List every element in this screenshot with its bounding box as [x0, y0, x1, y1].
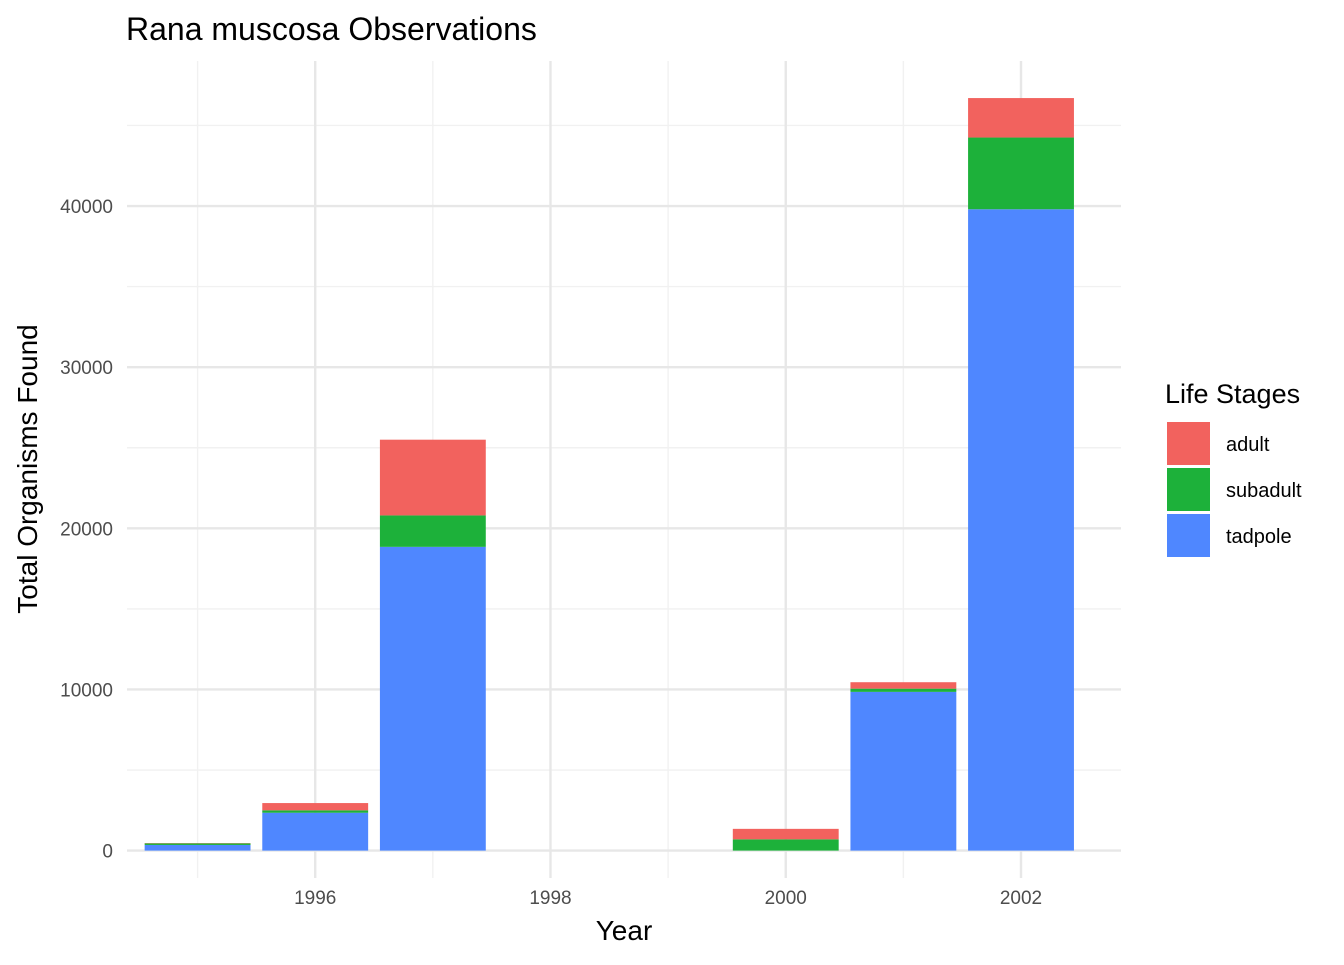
- bar-segment-subadult-2002: [968, 138, 1074, 210]
- legend-swatch-tadpole: [1167, 514, 1210, 557]
- legend-label-subadult: subadult: [1226, 480, 1302, 502]
- chart-title: Rana muscosa Observations: [126, 11, 537, 47]
- x-axis-title: Year: [596, 915, 653, 946]
- legend-swatch-adult: [1167, 422, 1210, 465]
- legend-title: Life Stages: [1165, 379, 1300, 409]
- bar-segment-subadult-2000: [733, 839, 839, 850]
- y-tick-label: 30000: [60, 358, 113, 379]
- bar-segment-subadult-1995: [145, 843, 251, 845]
- bar-segment-subadult-2001: [850, 689, 956, 692]
- legend-label-tadpole: tadpole: [1226, 526, 1292, 548]
- bar-segment-adult-2002: [968, 98, 1074, 137]
- bar-segment-adult-1996: [262, 803, 368, 810]
- bar-segment-adult-2001: [850, 682, 956, 688]
- bar-segment-subadult-1996: [262, 810, 368, 812]
- bar-segment-tadpole-2002: [968, 209, 1074, 850]
- x-tick-label: 2002: [1000, 888, 1042, 909]
- bar-segment-tadpole-1996: [262, 813, 368, 851]
- legend-swatch-subadult: [1167, 468, 1210, 511]
- bar-segment-subadult-1997: [380, 515, 486, 546]
- bar-segment-adult-1997: [380, 440, 486, 516]
- bar-segment-adult-2000: [733, 829, 839, 839]
- x-tick-label: 2000: [765, 888, 807, 909]
- x-tick-label: 1996: [294, 888, 336, 909]
- bar-segment-tadpole-1997: [380, 547, 486, 851]
- y-tick-label: 0: [102, 842, 113, 863]
- legend-label-adult: adult: [1226, 434, 1270, 456]
- bar-segment-tadpole-2001: [850, 692, 956, 851]
- y-axis-title: Total Organisms Found: [12, 324, 43, 613]
- x-tick-label: 1998: [529, 888, 571, 909]
- y-tick-label: 40000: [60, 197, 113, 218]
- bar-segment-tadpole-1995: [145, 845, 251, 851]
- y-tick-label: 10000: [60, 680, 113, 701]
- y-tick-label: 20000: [60, 519, 113, 540]
